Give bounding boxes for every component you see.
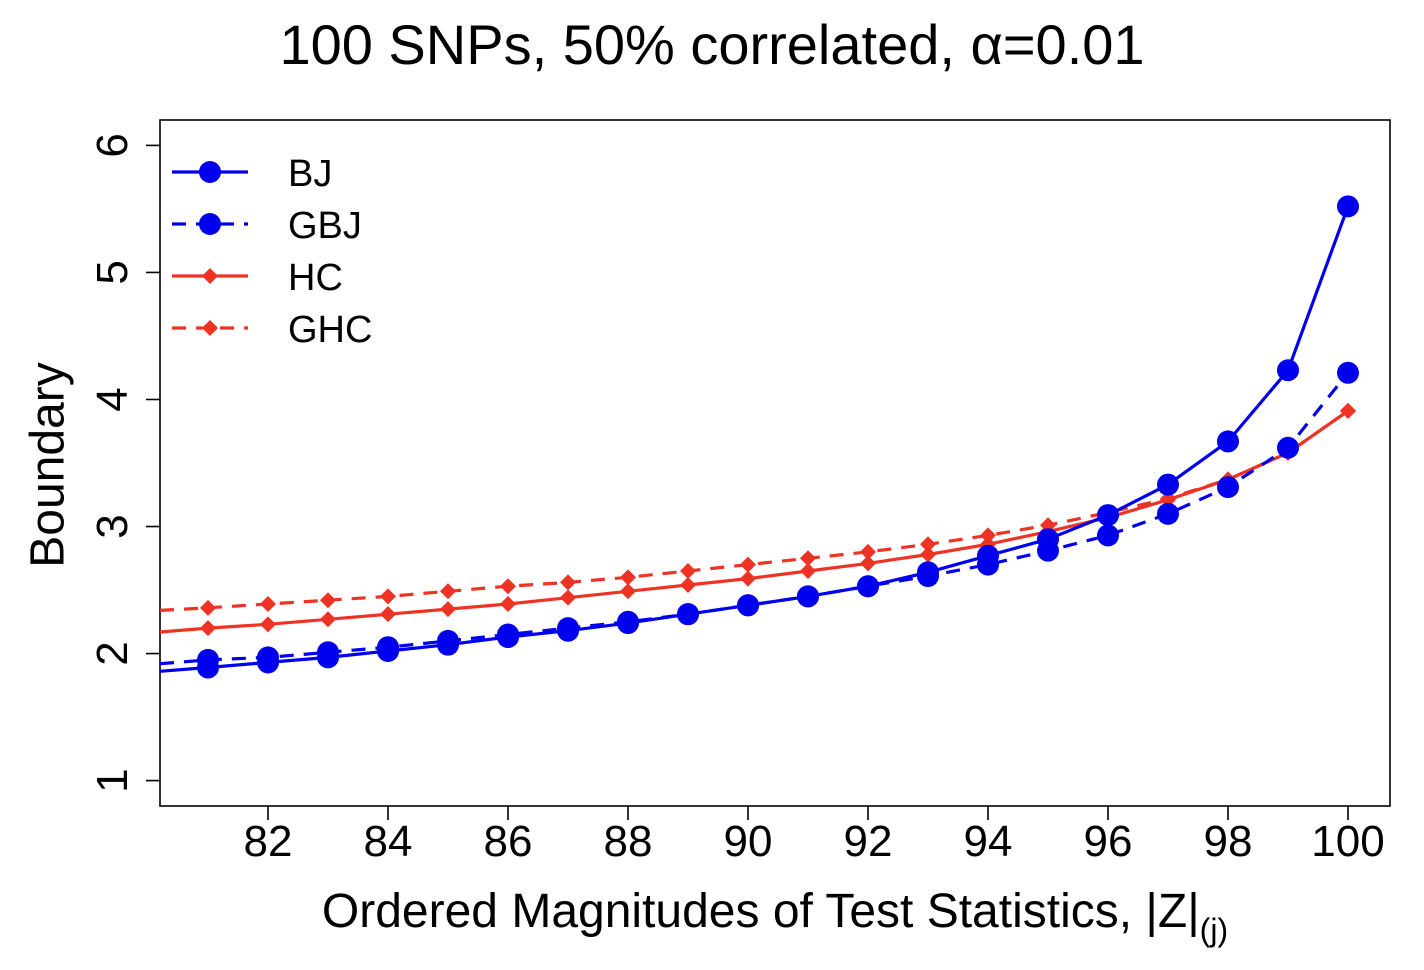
point-ghc (860, 543, 876, 560)
point-gbj (257, 646, 279, 669)
legend-item-bj: BJ (172, 153, 332, 195)
x-tick-label: 94 (964, 817, 1013, 866)
y-tick-label: 3 (88, 514, 137, 538)
x-axis: 82 84 86 88 90 92 94 96 98 100 (244, 806, 1385, 866)
y-tick-label: 1 (88, 768, 137, 792)
y-axis: 1 2 3 4 5 6 (88, 133, 160, 793)
point-gbj (1217, 476, 1239, 499)
point-ghc (500, 578, 516, 595)
point-hc (500, 596, 516, 613)
x-tick-label: 88 (604, 817, 653, 866)
x-tick-label: 82 (244, 817, 293, 866)
point-gbj (199, 213, 221, 235)
y-axis-label: Boundary (21, 362, 75, 568)
series-layer (159, 195, 1359, 679)
point-ghc (200, 599, 216, 616)
point-hc (200, 620, 216, 637)
x-tick-label: 86 (484, 817, 533, 866)
series-gbj (159, 361, 1359, 671)
y-tick-label: 4 (88, 387, 137, 411)
point-gbj (1337, 361, 1359, 384)
x-tick-label: 84 (364, 817, 413, 866)
point-bj (1157, 473, 1179, 496)
point-hc (860, 555, 876, 572)
y-tick-label: 2 (88, 641, 137, 665)
x-tick-label: 100 (1311, 817, 1384, 866)
point-ghc (440, 583, 456, 600)
legend-label: HC (288, 257, 343, 299)
point-hc (920, 546, 936, 563)
point-ghc (680, 562, 696, 579)
point-gbj (377, 636, 399, 659)
x-tick-label: 92 (844, 817, 893, 866)
x-tick-label: 90 (724, 817, 773, 866)
point-ghc (620, 569, 636, 586)
y-tick-label: 6 (88, 133, 137, 157)
point-gbj (857, 575, 879, 598)
point-ghc (260, 596, 276, 613)
point-hc (440, 601, 456, 618)
point-gbj (977, 553, 999, 576)
x-tick-label: 98 (1204, 817, 1253, 866)
x-tick-label: 96 (1084, 817, 1133, 866)
point-bj (1277, 359, 1299, 382)
point-gbj (1097, 524, 1119, 547)
plot-frame (159, 119, 1391, 807)
point-gbj (437, 629, 459, 652)
point-ghc (800, 550, 816, 567)
point-ghc (740, 556, 756, 573)
point-ghc (1340, 402, 1356, 419)
point-hc (560, 589, 576, 606)
point-hc (202, 268, 218, 284)
point-gbj (617, 610, 639, 633)
point-gbj (797, 585, 819, 608)
point-bj (1337, 195, 1359, 218)
legend: BJ GBJ HC GHC (172, 153, 372, 351)
point-bj (199, 161, 221, 183)
series-ghc (159, 402, 1356, 616)
point-bj (1097, 504, 1119, 527)
legend-item-ghc: GHC (172, 309, 372, 351)
y-tick-label: 5 (88, 260, 137, 284)
point-hc (800, 562, 816, 579)
point-hc (620, 583, 636, 600)
point-gbj (317, 641, 339, 664)
point-gbj (677, 603, 699, 626)
point-gbj (497, 623, 519, 646)
point-bj (1217, 430, 1239, 453)
point-ghc (380, 588, 396, 605)
point-ghc (560, 574, 576, 591)
point-gbj (1037, 539, 1059, 562)
legend-item-hc: HC (172, 257, 343, 299)
point-gbj (1157, 502, 1179, 525)
point-gbj (1277, 436, 1299, 459)
point-hc (320, 611, 336, 628)
x-axis-label-main: Ordered Magnitudes of Test Statistics, |… (321, 885, 1200, 938)
point-gbj (737, 594, 759, 617)
point-gbj (197, 648, 219, 671)
point-hc (740, 570, 756, 587)
point-ghc (920, 536, 936, 553)
point-hc (680, 576, 696, 593)
legend-item-gbj: GBJ (172, 205, 362, 247)
point-gbj (917, 565, 939, 588)
point-ghc (202, 320, 218, 336)
point-hc (380, 606, 396, 623)
chart-title: 100 SNPs, 50% correlated, α=0.01 (279, 13, 1145, 76)
legend-label: GBJ (288, 205, 362, 247)
x-axis-label-subscript: (j) (1199, 912, 1229, 948)
point-ghc (320, 592, 336, 609)
point-hc (260, 616, 276, 633)
legend-label: BJ (288, 153, 332, 195)
legend-label: GHC (288, 309, 372, 351)
point-gbj (557, 617, 579, 640)
point-ghc (980, 527, 996, 544)
x-axis-label: Ordered Magnitudes of Test Statistics, |… (160, 884, 1390, 949)
